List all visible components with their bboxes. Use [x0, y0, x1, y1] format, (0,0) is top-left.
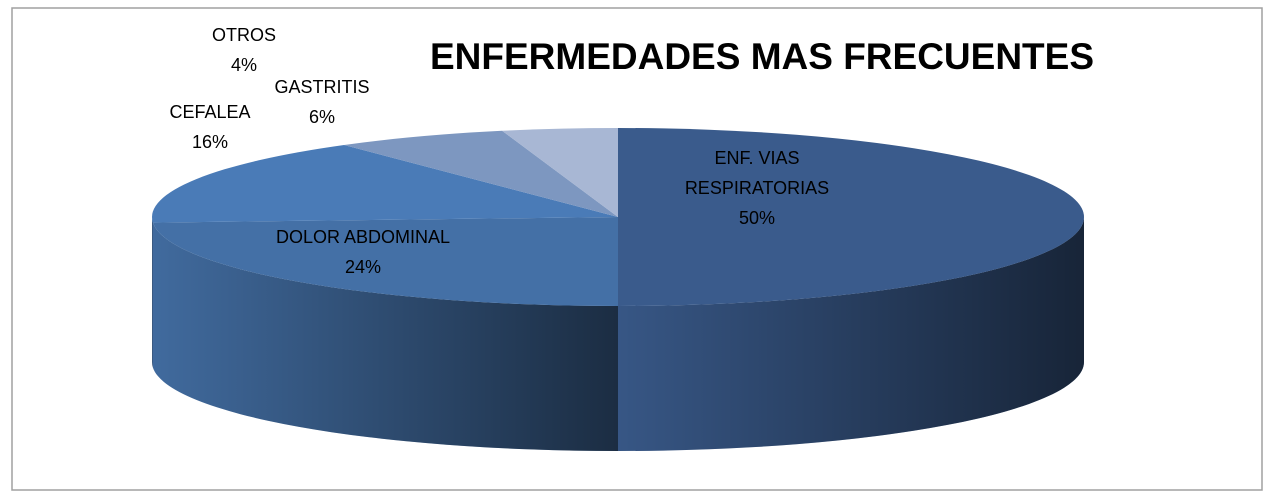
category-label: DOLOR ABDOMINAL: [275, 227, 451, 247]
value-label: 50%: [738, 208, 776, 228]
slice: [152, 217, 618, 306]
slice: [152, 144, 618, 223]
slice: [344, 130, 618, 217]
value-label: 6%: [308, 107, 336, 127]
data-label: CEFALEA 16%: [169, 97, 250, 157]
slice: [618, 128, 1084, 306]
category-label: GASTRITIS: [274, 77, 370, 97]
category-label: ENF. VIAS RESPIRATORIAS: [684, 148, 830, 198]
category-label: CEFALEA: [169, 102, 251, 122]
value-label: 24%: [344, 257, 382, 277]
slice-side-shade: [152, 217, 153, 368]
slice-side-shade: [152, 222, 618, 451]
category-label: OTROS: [211, 25, 277, 45]
value-label: 16%: [191, 132, 229, 152]
data-label: DOLOR ABDOMINAL 24%: [276, 222, 450, 282]
data-label: OTROS 4%: [212, 20, 276, 80]
value-label: 4%: [230, 55, 258, 75]
slice: [502, 128, 618, 217]
data-label: GASTRITIS 6%: [274, 72, 369, 132]
data-label: ENF. VIAS RESPIRATORIAS 50%: [672, 143, 842, 233]
slice-side-shade: [618, 217, 1084, 451]
chart-title: ENFERMEDADES MAS FRECUENTES: [430, 36, 1094, 77]
